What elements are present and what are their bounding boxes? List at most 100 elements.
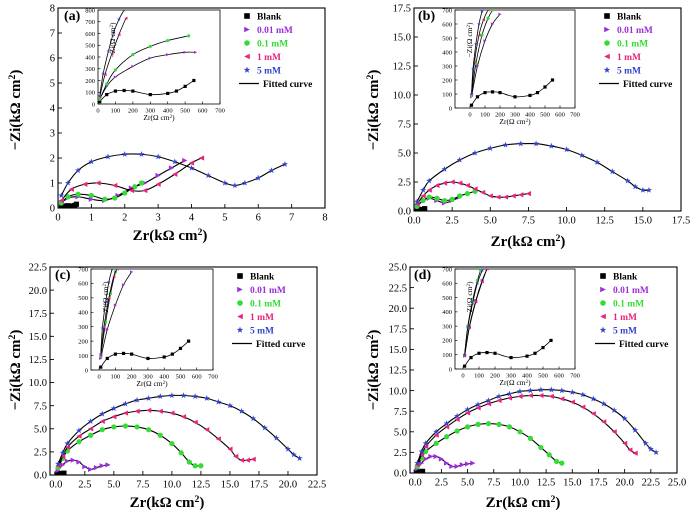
panel-a-point-blank (58, 204, 64, 208)
panel-c-ytick-label: 10.0 (29, 378, 47, 389)
panel-b-inset-point-blank (469, 103, 474, 107)
panel-a-xtick-label: 2 (122, 213, 127, 224)
panel-a-inset-ytick-label: 800 (85, 7, 95, 14)
panel-a-ytick-label: 7 (50, 29, 55, 40)
panel-b-xtick-label: 15.0 (634, 216, 652, 227)
panel-c-xtick-label: 15.0 (221, 480, 239, 491)
panel-a-xtick-label: 3 (156, 213, 161, 224)
panel-c-point-5-mm (203, 395, 210, 401)
panel-d-ytick-label: 15.0 (389, 345, 407, 356)
panel-c-xtick-label: 7.5 (136, 480, 149, 491)
panel-b-legend-marker-0-01-mm (604, 26, 610, 33)
panel-c-legend-marker-0-01-mm (237, 286, 243, 293)
panel-d-point-0-01-mm (423, 456, 429, 462)
panel-a-inset-point-0-01-mm (113, 75, 118, 79)
panel-b-point-5-mm (441, 165, 448, 172)
panel-c-xtick-label: 17.5 (250, 480, 268, 491)
panel-b-legend-marker-5-mm (603, 66, 611, 73)
panel-b-inset-point-blank (483, 91, 487, 95)
panel-c-legend-label-1-mm: 1 mM (250, 313, 274, 323)
panel-c-inset-point-0-01-mm (121, 283, 126, 287)
panel-d-point-1-mm (475, 405, 481, 411)
panel-c-x-axis-label: Zr(kΩ cm2) (130, 494, 205, 512)
panel-a-point-5-mm (205, 172, 212, 179)
panel-d-legend-marker-blank (600, 273, 606, 279)
panel-d-inset-point-5-mm (465, 325, 470, 330)
panel-d-point-5-mm (590, 395, 597, 402)
panel-c-point-0-1-mm (169, 440, 175, 447)
panel-a-point-blank (65, 203, 71, 208)
panel-b-inset-xtick-label: 700 (570, 112, 580, 119)
panel-b-point-blank (419, 207, 425, 211)
panel-a-point-0-1-mm (75, 191, 81, 197)
panel-d-ytick-label: 22.5 (389, 283, 407, 294)
panel-a-legend-marker-blank (244, 13, 250, 19)
panel-a-legend-marker-0-01-mm (244, 26, 250, 33)
panel-a-inset-ytick-label: 200 (85, 78, 95, 85)
panel-d-inset-point-blank (549, 338, 553, 343)
panel-a-point-5-mm (281, 161, 289, 167)
panel-c-point-5-mm (157, 393, 164, 400)
panel-b-inset-plot-area (469, 10, 555, 107)
panel-c-legend-label-5-mm: 5 mM (250, 327, 274, 337)
panel-d-point-1-mm (580, 404, 586, 410)
panel-d-inset-xtick-label: 0 (461, 373, 464, 380)
panel-a-inset-point-1-mm (110, 51, 114, 56)
panel-d-inset-point-5-mm (475, 281, 480, 285)
panel-a-inset-x-axis-label: Zr(Ω cm2) (143, 113, 175, 122)
panel-d-point-5-mm (600, 400, 607, 407)
panel-d-inset-xtick-label: 200 (490, 373, 500, 380)
panel-a-point-0-1-mm (138, 180, 145, 186)
panel-c-inset-point-1-mm (102, 325, 106, 329)
panel-a-inset-point-0-1-mm (113, 68, 118, 72)
panel-c-point-0-01-mm (64, 458, 71, 464)
panel-c-point-0-1-mm (146, 427, 152, 433)
panel-b-point-5-mm (420, 186, 427, 193)
panel-d-point-1-mm (590, 411, 596, 417)
panel-d-inset-point-1-mm (467, 325, 471, 330)
panel-c-point-1-mm (204, 427, 210, 433)
panel-a-legend-label-1-mm: 1 mM (257, 53, 281, 63)
panel-c-point-blank (61, 470, 67, 475)
panel-d-ytick-label: 20.0 (389, 304, 407, 315)
panel-d-point-5-mm (506, 390, 513, 397)
panel-a-inset-point-5-mm (111, 30, 116, 34)
panel-c-inset-point-5-mm (110, 269, 114, 271)
panel-c-point-0-01-mm (93, 465, 100, 471)
panel-a-inset-ytick-label: 700 (85, 19, 95, 26)
panel-c-ytick-label: 22.5 (29, 263, 47, 274)
panel-b-inset-point-5-mm (480, 10, 484, 14)
panel-b-inset-xtick-label: 300 (510, 112, 520, 119)
panel-b-inset-point-blank (475, 95, 480, 99)
panel-a-inset-xtick-label: 100 (111, 108, 121, 115)
panel-d-inset-point-5-mm (462, 352, 467, 357)
panel-c-inset-point-blank (187, 339, 191, 343)
panel-c-inset-ytick-label: 500 (78, 295, 88, 302)
panel-c-inset-point-blank (99, 365, 103, 369)
panel-b-point-1-mm (472, 186, 478, 192)
panel-d-point-1-mm (485, 401, 492, 407)
panel-c-point-1-mm (99, 418, 105, 424)
panel-a-ytick-label: 8 (50, 4, 55, 15)
panel-a-point-5-mm (221, 179, 228, 186)
panel-a-point-5-mm (104, 153, 112, 160)
panel-b-ytick-label: 5.0 (398, 149, 411, 160)
panel-b-inset-y-axis-label: −Zi(Ω cm2) (465, 22, 474, 57)
panel-d-point-1-mm (569, 399, 575, 405)
panel-a-point-1-mm (68, 186, 74, 192)
panel-a-point-1-mm (112, 182, 118, 189)
panel-d-point-0-1-mm (517, 429, 523, 435)
panel-b-inset-point-5-mm (471, 66, 475, 71)
panel-c-inset-point-blank (146, 356, 150, 361)
panel-c-point-0-01-mm (60, 462, 66, 468)
panel-a-point-5-mm (255, 174, 262, 181)
panel-c-inset-point-blank (121, 351, 126, 356)
panel-c-point-0-01-mm (82, 464, 88, 470)
panel-c-inset-ytick-label: 0 (85, 367, 88, 374)
panel-b-inset-point-blank (550, 78, 555, 82)
panel-b-ytick-label: 12.5 (393, 62, 411, 73)
panel-c-point-1-mm (60, 453, 66, 460)
panel-d-inset-xtick-label: 100 (474, 373, 484, 380)
panel-a-inset-xtick-label: 400 (163, 108, 173, 115)
panel-b-inset-point-0-01-mm (483, 39, 487, 43)
